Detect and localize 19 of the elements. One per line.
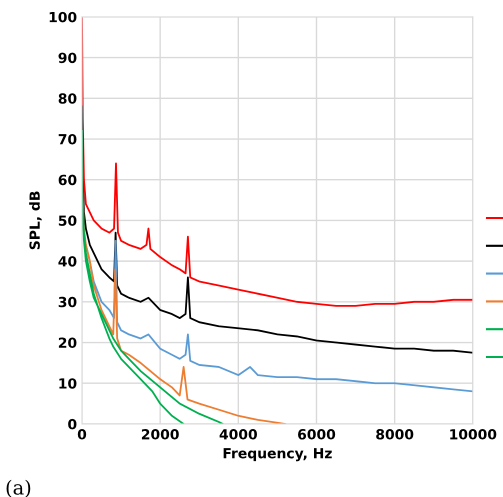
y-tick-label: 50 xyxy=(58,215,76,226)
y-tick-label: 60 xyxy=(58,174,76,186)
y-tick-label: 10 xyxy=(59,378,76,389)
y-tick-label: 20 xyxy=(58,338,76,348)
x-axis-title: Frequency, Hz xyxy=(224,448,332,462)
x-tick-label: 8000 xyxy=(376,429,414,440)
y-tick-label: 80 xyxy=(58,93,76,104)
y-tick-label: 70 xyxy=(58,134,76,144)
y-tick-label: 30 xyxy=(58,296,76,308)
x-tick-label: 2000 xyxy=(142,429,179,440)
y-tick-label: 100 xyxy=(50,12,76,22)
x-tick-label: 10000 xyxy=(450,429,496,440)
x-tick-label: 4000 xyxy=(220,429,257,440)
y-tick-label: 40 xyxy=(58,256,76,267)
x-tick-label: 6000 xyxy=(298,429,336,440)
y-tick-label: 0 xyxy=(68,418,76,430)
y-axis-title: SPL, dB xyxy=(29,192,42,250)
x-tick-label: 0 xyxy=(78,429,86,440)
y-tick-label: 90 xyxy=(58,52,76,64)
